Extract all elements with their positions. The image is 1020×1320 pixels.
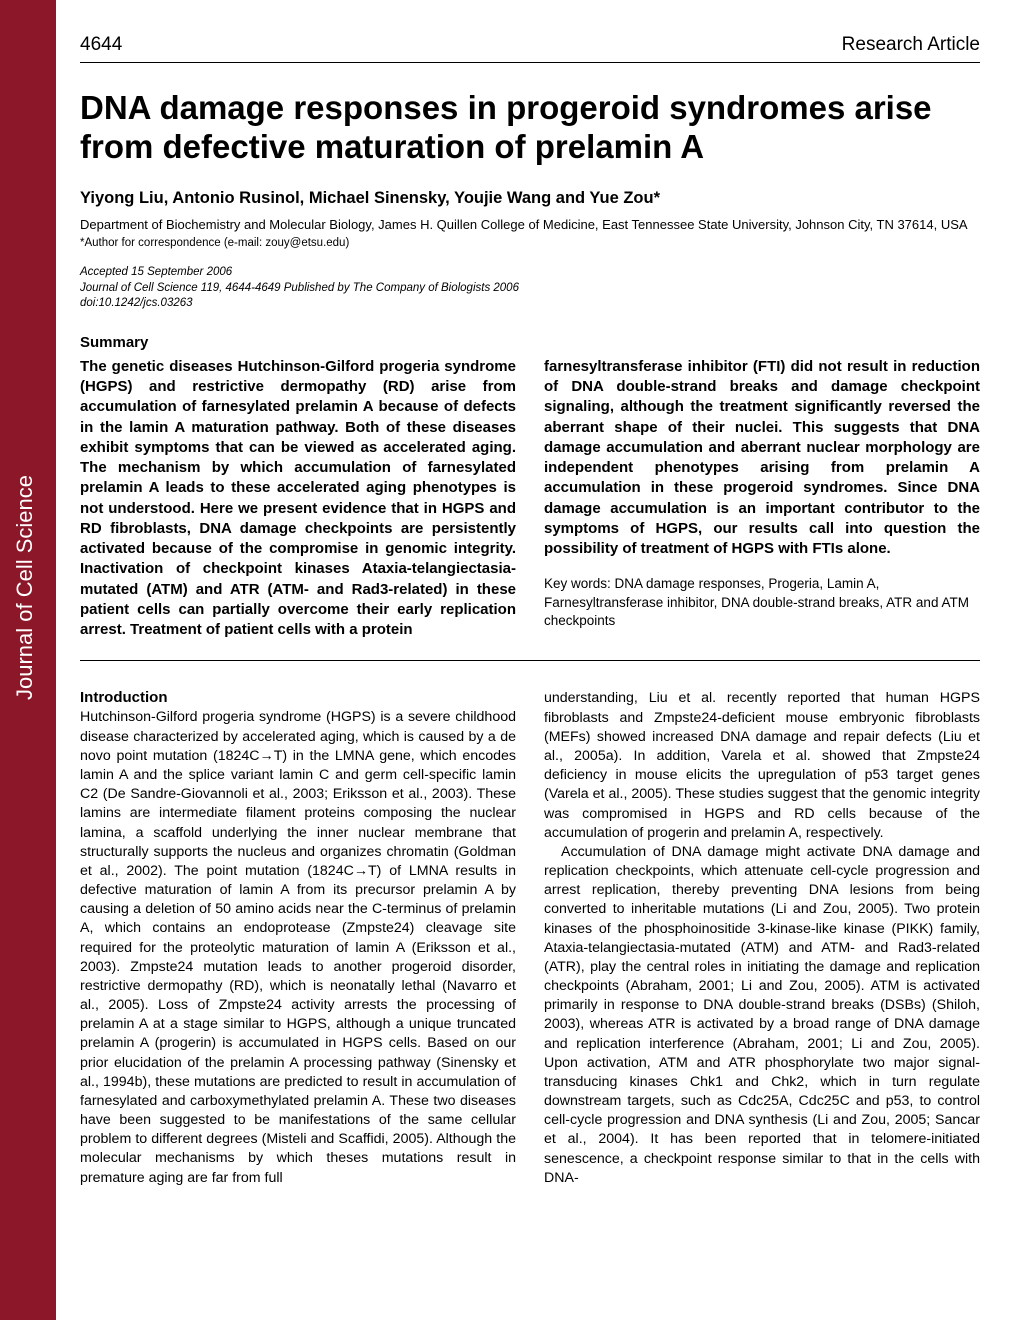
intro-label: Introduction: [80, 689, 516, 706]
page-content: 4644 Research Article DNA damage respons…: [80, 34, 980, 1188]
intro-col-1: Introduction Hutchinson-Gilford progeria…: [80, 689, 516, 1187]
affiliation: Department of Biochemistry and Molecular…: [80, 216, 980, 234]
summary-section: Summary The genetic diseases Hutchinson-…: [80, 334, 980, 662]
summary-col-2: farnesyltransferase inhibitor (FTI) did …: [544, 357, 980, 641]
intro-text-2a: understanding, Liu et al. recently repor…: [544, 689, 980, 842]
summary-col-1: The genetic diseases Hutchinson-Gilford …: [80, 357, 516, 641]
meta-block: Accepted 15 September 2006 Journal of Ce…: [80, 265, 980, 312]
journal-spine-label: Journal of Cell Science: [12, 475, 38, 700]
accepted-date: Accepted 15 September 2006: [80, 265, 980, 281]
article-type: Research Article: [842, 34, 980, 56]
doi: doi:10.1242/jcs.03263: [80, 296, 980, 312]
correspondence: *Author for correspondence (e-mail: zouy…: [80, 237, 980, 249]
journal-citation: Journal of Cell Science 119, 4644-4649 P…: [80, 281, 980, 297]
keywords: Key words: DNA damage responses, Progeri…: [544, 575, 980, 630]
page-number: 4644: [80, 34, 122, 56]
intro-col-2: understanding, Liu et al. recently repor…: [544, 689, 980, 1187]
article-title: DNA damage responses in progeroid syndro…: [80, 89, 980, 167]
summary-label: Summary: [80, 334, 980, 351]
authors: Yiyong Liu, Antonio Rusinol, Michael Sin…: [80, 189, 980, 208]
intro-text-2b: Accumulation of DNA damage might activat…: [544, 843, 980, 1188]
summary-text-2: farnesyltransferase inhibitor (FTI) did …: [544, 357, 980, 560]
intro-columns: Introduction Hutchinson-Gilford progeria…: [80, 689, 980, 1187]
header-row: 4644 Research Article: [80, 34, 980, 63]
summary-text-1: The genetic diseases Hutchinson-Gilford …: [80, 357, 516, 641]
summary-columns: The genetic diseases Hutchinson-Gilford …: [80, 357, 980, 641]
intro-text-1: Hutchinson-Gilford progeria syndrome (HG…: [80, 708, 516, 1187]
